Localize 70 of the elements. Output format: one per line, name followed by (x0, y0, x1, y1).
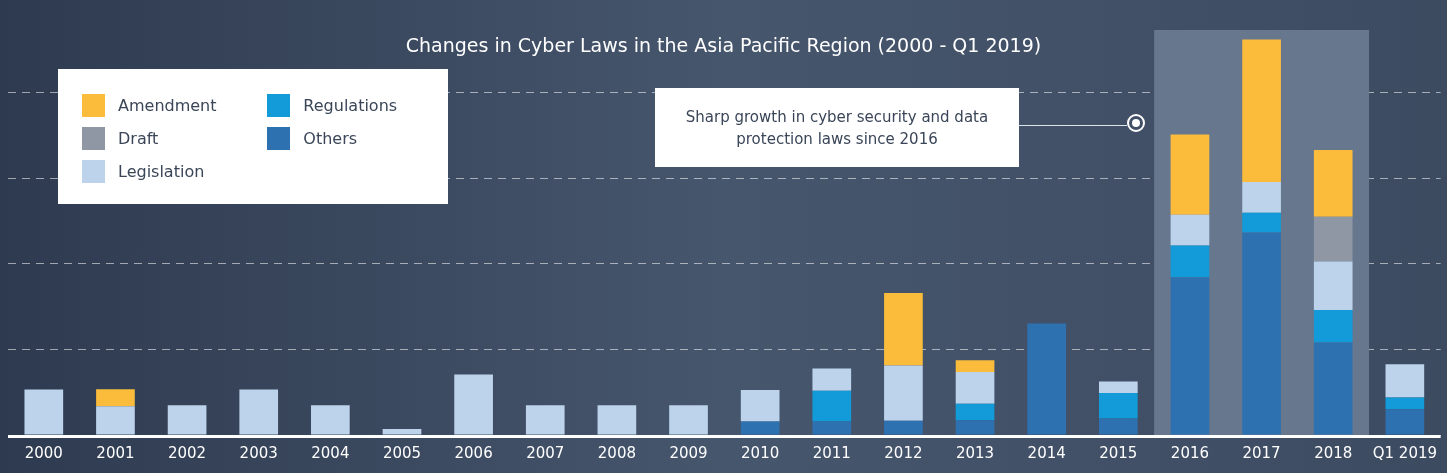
bar (740, 421, 780, 435)
bar (96, 406, 135, 435)
x-tick-label: 2006 (454, 443, 493, 462)
bar (1385, 364, 1425, 398)
bar (1242, 181, 1281, 213)
x-tick-label: 2012 (884, 443, 923, 462)
legend-label: Draft (118, 129, 159, 148)
x-tick-label: 2017 (1242, 443, 1281, 462)
x-tick-label: 2002 (167, 443, 207, 462)
bar (812, 390, 852, 422)
x-tick-label: Q1 2019 (1372, 443, 1437, 462)
bar (1098, 381, 1138, 394)
bar (382, 429, 422, 435)
bar (955, 360, 995, 373)
bar (1313, 310, 1353, 343)
legend-label: Amendment (118, 96, 217, 115)
bar (167, 405, 207, 435)
bar (955, 372, 995, 404)
bar (812, 421, 852, 435)
x-tick-label: 2018 (1314, 443, 1353, 462)
bar (884, 293, 923, 366)
bar (1242, 212, 1281, 233)
x-tick-label: 2007 (526, 443, 565, 462)
x-tick-label: 2016 (1170, 443, 1210, 462)
bar (1170, 245, 1210, 278)
bar (1242, 39, 1281, 182)
bar (239, 389, 279, 435)
x-tick-label: 2001 (96, 443, 135, 462)
x-tick-label: 2013 (955, 443, 995, 462)
bar (1242, 232, 1281, 435)
x-tick-label: 2011 (812, 443, 851, 462)
bar (525, 405, 565, 435)
chart-title: Changes in Cyber Laws in the Asia Pacific Region (2000 - Q1 2019) (404, 34, 1043, 56)
bar (1170, 277, 1210, 435)
bar (740, 389, 780, 422)
bar (1313, 149, 1353, 217)
legend-label: Regulations (303, 96, 398, 115)
bar (884, 420, 923, 435)
bar (1385, 397, 1425, 410)
bar (812, 368, 852, 391)
x-tick-label: 2005 (382, 443, 422, 462)
bar (597, 405, 637, 435)
bar (24, 389, 64, 435)
bar (1313, 216, 1353, 262)
bar (884, 365, 923, 421)
bar (1313, 261, 1353, 311)
bar (1098, 418, 1138, 435)
bar (1313, 342, 1353, 435)
x-tick-label: 2009 (669, 443, 708, 462)
bar (1027, 323, 1067, 435)
callout-box: Sharp growth in cyber security and data protection laws since 2016 (655, 88, 1019, 167)
x-tick-label: 2003 (239, 443, 278, 462)
bar (1170, 214, 1210, 246)
bar (1098, 393, 1138, 419)
bar (955, 403, 995, 421)
x-tick-label: 2000 (24, 443, 63, 462)
x-tick-label: 2004 (311, 443, 350, 462)
legend-label: Legislation (118, 162, 205, 181)
bar (955, 420, 995, 435)
x-tick-label: 2008 (597, 443, 636, 462)
bar (96, 389, 135, 407)
x-tick-label: 2010 (741, 443, 780, 462)
legend-label: Others (303, 129, 358, 148)
bar (454, 374, 493, 435)
x-tick-label: 2014 (1027, 443, 1066, 462)
bar (1385, 409, 1425, 435)
bar (669, 405, 708, 435)
bar (1170, 134, 1210, 215)
x-tick-label: 2015 (1099, 443, 1138, 462)
bar (311, 405, 350, 435)
